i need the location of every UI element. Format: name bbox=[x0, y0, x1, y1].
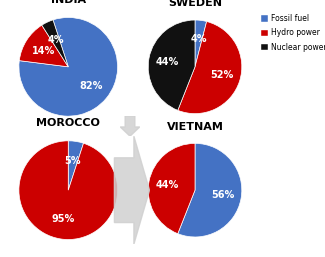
Wedge shape bbox=[19, 25, 68, 67]
Text: 4%: 4% bbox=[190, 34, 207, 44]
Text: 56%: 56% bbox=[211, 190, 234, 200]
Wedge shape bbox=[68, 141, 84, 190]
Title: INDIA: INDIA bbox=[51, 0, 86, 5]
Wedge shape bbox=[148, 143, 195, 234]
Text: 14%: 14% bbox=[32, 46, 55, 56]
Polygon shape bbox=[114, 136, 150, 244]
Text: 52%: 52% bbox=[210, 70, 233, 80]
Text: 95%: 95% bbox=[52, 214, 75, 224]
Text: 5%: 5% bbox=[65, 156, 81, 166]
Title: SWEDEN: SWEDEN bbox=[168, 0, 222, 8]
Text: 82%: 82% bbox=[79, 81, 103, 91]
Legend: Fossil fuel, Hydro power, Nuclear power: Fossil fuel, Hydro power, Nuclear power bbox=[261, 14, 325, 52]
Polygon shape bbox=[120, 116, 140, 136]
Wedge shape bbox=[42, 20, 68, 67]
Wedge shape bbox=[19, 141, 118, 240]
Title: VIETNAM: VIETNAM bbox=[166, 122, 224, 132]
Wedge shape bbox=[19, 17, 118, 116]
Text: 44%: 44% bbox=[156, 180, 179, 190]
Wedge shape bbox=[178, 22, 242, 114]
Title: MOROCCO: MOROCCO bbox=[36, 118, 100, 128]
Text: 4%: 4% bbox=[47, 35, 64, 45]
Wedge shape bbox=[148, 20, 195, 110]
Text: 44%: 44% bbox=[156, 57, 179, 67]
Wedge shape bbox=[178, 143, 242, 237]
Wedge shape bbox=[195, 20, 207, 67]
